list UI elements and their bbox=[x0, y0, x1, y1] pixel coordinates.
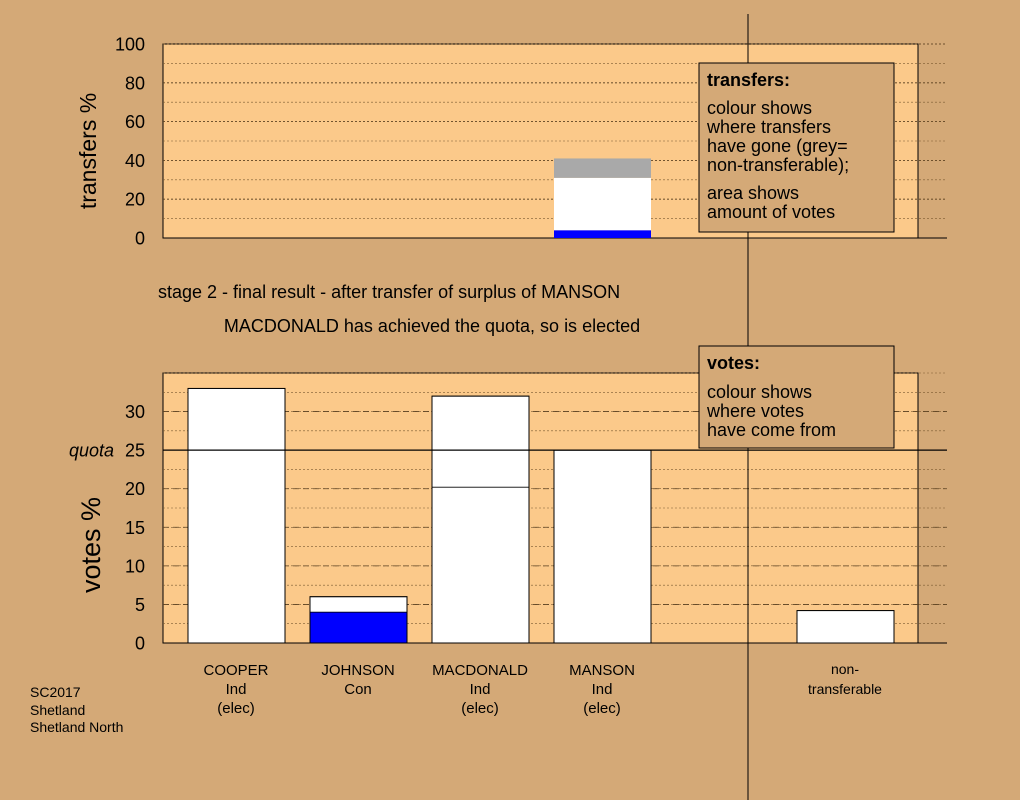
transfers-legend: transfers: colour shows where transfers … bbox=[698, 62, 895, 233]
candidate-name: JOHNSON bbox=[321, 662, 394, 679]
bar-outline-non-transferable bbox=[796, 610, 895, 644]
footer-ward: Shetland North bbox=[30, 719, 123, 735]
footer-election: SC2017 bbox=[30, 684, 81, 700]
bar-segment-non-transferable bbox=[796, 610, 895, 644]
y-tick-label: 0 bbox=[135, 634, 145, 654]
y-tick-label: 0 bbox=[135, 229, 145, 249]
transfers-legend-line: colour shows bbox=[707, 98, 812, 118]
transfers-bars bbox=[554, 158, 651, 238]
bar-segment-macdonald bbox=[431, 486, 530, 644]
transfers-legend-line: have gone (grey= bbox=[707, 136, 848, 156]
bar-outline-macdonald bbox=[431, 395, 530, 644]
transfers-legend-box bbox=[698, 62, 895, 233]
bar-outline-johnson bbox=[309, 596, 408, 644]
bar-segment-johnson bbox=[309, 596, 408, 613]
bar-segment-manson bbox=[554, 177, 651, 231]
nontransferable-label: transferable bbox=[808, 681, 882, 697]
y-tick-label: 15 bbox=[125, 518, 145, 538]
transfers-legend-line: area shows bbox=[707, 183, 799, 203]
y-tick-label: 5 bbox=[135, 595, 145, 615]
footer-council: Shetland bbox=[30, 702, 85, 718]
y-tick-label: 20 bbox=[125, 479, 145, 499]
bar-segment-manson bbox=[554, 230, 651, 238]
votes-bars bbox=[187, 387, 895, 644]
quota-label: quota bbox=[69, 441, 114, 461]
candidate-party: Ind bbox=[592, 681, 613, 698]
transfers-legend-line: non-transferable); bbox=[707, 155, 849, 175]
transfers-legend-title: transfers: bbox=[707, 70, 790, 90]
y-tick-label: 20 bbox=[125, 190, 145, 210]
bar-segment-manson bbox=[553, 449, 652, 644]
bar-segment-cooper bbox=[187, 388, 286, 644]
candidate-name: MANSON bbox=[569, 662, 635, 679]
votes-legend-line: have come from bbox=[707, 420, 836, 440]
y-tick-label: 30 bbox=[125, 402, 145, 422]
votes-legend-line: colour shows bbox=[707, 382, 812, 402]
candidate-status: (elec) bbox=[583, 700, 621, 717]
votes-y-axis-label: votes % bbox=[76, 497, 106, 593]
transfers-legend-line: where transfers bbox=[706, 117, 831, 137]
candidate-name: COOPER bbox=[203, 662, 268, 679]
candidate-status: (elec) bbox=[461, 700, 499, 717]
y-tick-label: 25 bbox=[125, 441, 145, 461]
candidate-party: Ind bbox=[226, 681, 247, 698]
transfers-y-axis-label: transfers % bbox=[75, 93, 101, 209]
candidate-party: Con bbox=[344, 681, 372, 698]
bar-segment-manson bbox=[554, 158, 651, 178]
votes-legend-line: where votes bbox=[706, 401, 804, 421]
bar-segment-macdonald bbox=[431, 395, 530, 488]
transfers-legend-line: amount of votes bbox=[707, 202, 835, 222]
transfers-y-ticks: 0 20 40 60 80 100 bbox=[115, 35, 145, 249]
votes-legend-box bbox=[698, 345, 895, 449]
votes-legend-text: colour shows where votes have come from bbox=[706, 382, 836, 440]
candidate-name: MACDONALD bbox=[432, 662, 528, 679]
votes-legend-title: votes: bbox=[707, 353, 760, 373]
footer: SC2017 Shetland Shetland North bbox=[30, 684, 123, 735]
votes-y-ticks: 0 5 10 15 20 25 30 bbox=[125, 402, 145, 653]
transfers-legend-text: colour shows where transfers have gone (… bbox=[706, 98, 854, 222]
y-tick-label: 60 bbox=[125, 112, 145, 132]
y-tick-label: 10 bbox=[125, 556, 145, 576]
y-tick-label: 40 bbox=[125, 151, 145, 171]
y-tick-label: 80 bbox=[125, 73, 145, 93]
stage-subtitle: MACDONALD has achieved the quota, so is … bbox=[224, 316, 640, 336]
bar-segment-johnson bbox=[309, 611, 408, 644]
candidate-party: Ind bbox=[470, 681, 491, 698]
candidate-status: (elec) bbox=[217, 700, 255, 717]
votes-legend: votes: colour shows where votes have com… bbox=[698, 345, 895, 449]
y-tick-label: 100 bbox=[115, 35, 145, 55]
stage-title: stage 2 - final result - after transfer … bbox=[158, 282, 620, 302]
candidate-labels: COOPER Ind (elec) JOHNSON Con MACDONALD … bbox=[203, 661, 882, 717]
bar-outline-cooper bbox=[187, 387, 286, 644]
nontransferable-label: non- bbox=[831, 661, 859, 677]
